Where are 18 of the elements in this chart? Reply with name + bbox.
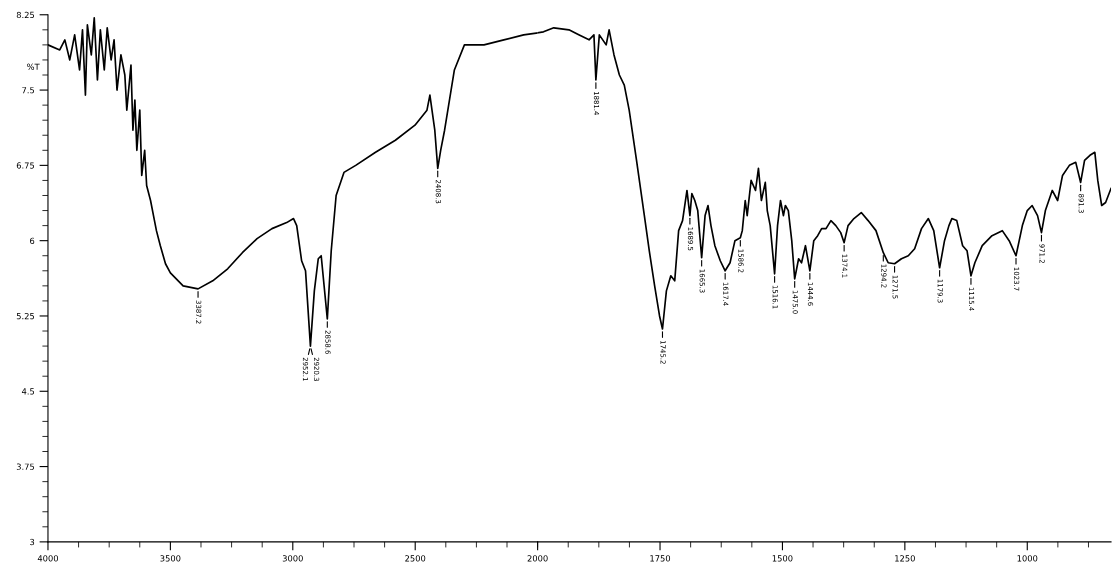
- y-tick-label: 3.75: [16, 463, 35, 470]
- y-tick-label: 6.75: [16, 162, 35, 169]
- x-tick-label: 4000: [37, 555, 59, 562]
- y-tick-label: 4.5: [21, 388, 35, 395]
- x-tick-label: 1750: [650, 555, 671, 562]
- x-tick-label: 1000: [1017, 555, 1038, 562]
- y-tick-label: 3: [30, 538, 35, 546]
- y-tick-label: 5.25: [16, 312, 35, 320]
- y-axis-title: %T: [27, 63, 40, 70]
- x-tick-label: 2000: [527, 555, 548, 562]
- y-tick-label: 7.5: [22, 87, 35, 94]
- y-tick-label: 8.25: [16, 11, 35, 19]
- x-tick-label: 3000: [282, 555, 303, 562]
- x-tick-label: 2500: [405, 555, 426, 562]
- x-tick-label: 3500: [160, 555, 181, 562]
- x-tick-label: 1500: [772, 555, 793, 562]
- x-tick-label: 1250: [895, 555, 915, 562]
- y-tick-label: 6: [30, 237, 35, 244]
